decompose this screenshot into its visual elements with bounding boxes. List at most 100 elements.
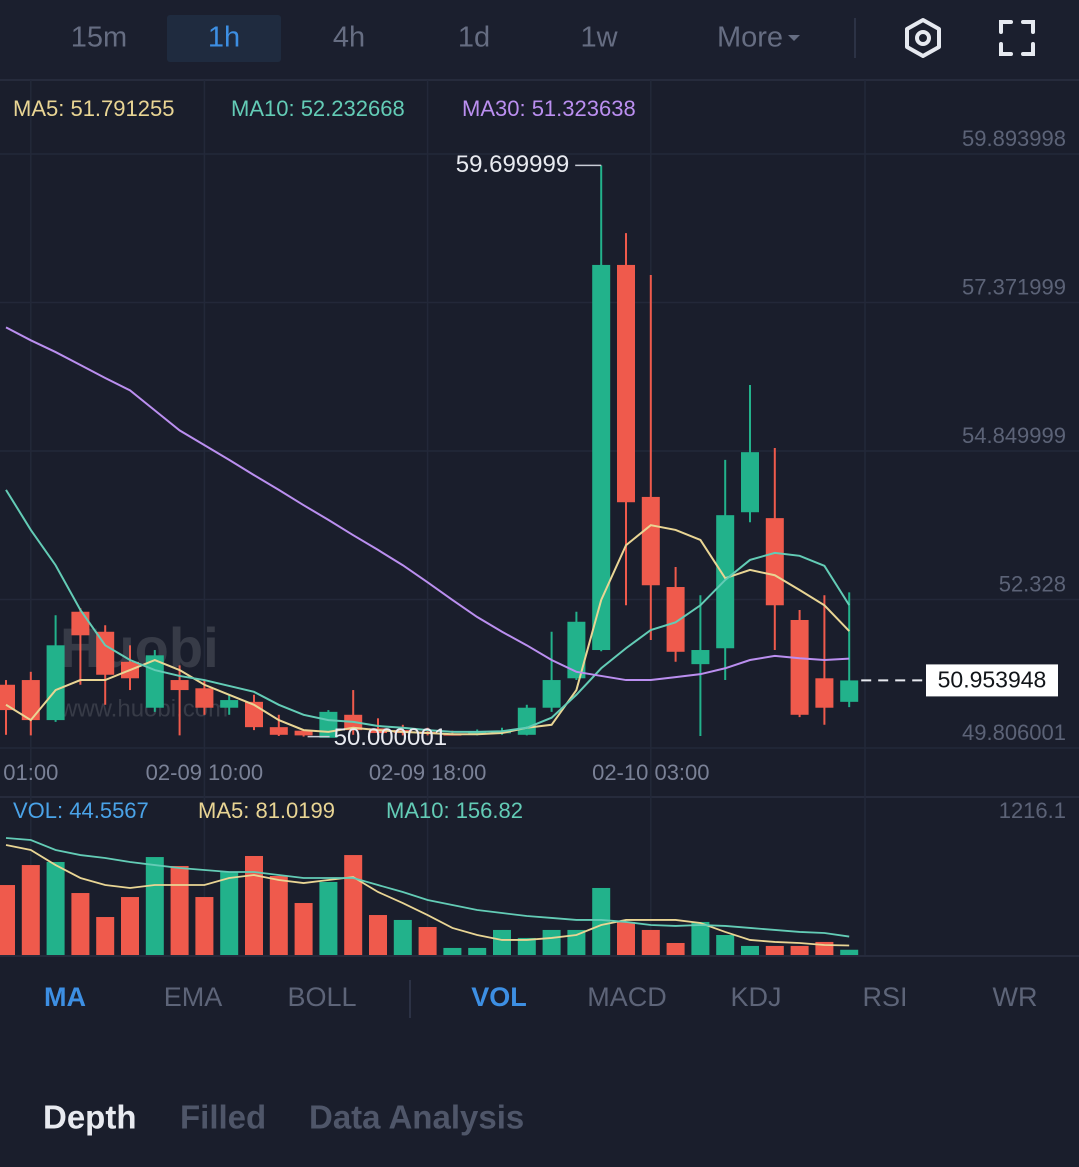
volume-bar — [369, 915, 387, 955]
last-price-label: 50.953948 — [938, 666, 1047, 692]
volume-bar — [220, 871, 239, 955]
legend-entry: MA10: 52.232668 — [231, 96, 405, 121]
candle-body — [741, 452, 759, 513]
volume-bar — [145, 857, 164, 955]
interval-tab[interactable]: 1h — [208, 22, 240, 54]
candle-body — [567, 621, 586, 679]
indicator-tab[interactable]: KDJ — [730, 982, 781, 1012]
volume-bar — [666, 943, 685, 955]
ma-line — [5, 326, 850, 682]
volume-bar — [468, 947, 487, 955]
volume-bar — [592, 887, 611, 955]
candle-body — [840, 680, 859, 702]
x-tick-label: 01:00 — [3, 760, 58, 785]
volume-ma-line — [5, 837, 850, 938]
indicator-tab[interactable]: MACD — [587, 982, 667, 1012]
interval-tab[interactable]: 15m — [71, 22, 127, 54]
volume-bar — [96, 917, 115, 955]
candle-body — [220, 700, 239, 708]
indicator-tab[interactable]: MA — [44, 982, 86, 1012]
volume-bar — [765, 945, 784, 955]
indicator-tab[interactable]: EMA — [164, 982, 223, 1012]
candle-body — [517, 707, 536, 735]
legend-entry: MA30: 51.323638 — [462, 96, 636, 121]
candle-body — [815, 678, 834, 708]
candle-body — [592, 264, 611, 651]
volume-bar — [418, 927, 437, 955]
candle-body — [790, 619, 809, 715]
indicator-tab[interactable]: VOL — [471, 982, 527, 1012]
legend-entry: MA5: 81.0199 — [198, 798, 335, 823]
candle-body — [294, 730, 313, 736]
candle-body — [21, 680, 40, 721]
legend-entry: VOL: 44.5567 — [13, 798, 149, 823]
candle-body — [0, 684, 15, 711]
settings-icon[interactable] — [905, 18, 941, 58]
volume-bar — [617, 921, 635, 955]
interval-tab[interactable]: 1w — [580, 22, 618, 54]
fullscreen-icon[interactable] — [999, 20, 1035, 56]
y-tick-label: 59.893998 — [962, 126, 1066, 151]
volume-bar — [21, 865, 40, 955]
candle-body — [46, 645, 65, 721]
volume-bar — [840, 949, 859, 955]
interval-tab[interactable]: More — [717, 22, 783, 54]
volume-bar — [567, 929, 586, 955]
candle-body — [765, 518, 784, 606]
active-interval-bg — [167, 15, 281, 62]
bottom-tab[interactable]: Filled — [180, 1099, 266, 1136]
volume-bar — [493, 929, 511, 955]
low-label: 50.000001 — [334, 724, 447, 751]
candle-body — [716, 515, 735, 649]
candle-body — [71, 611, 90, 636]
volume-bar — [716, 935, 735, 955]
y-tick-label: 54.849999 — [962, 423, 1066, 448]
ma-line — [5, 524, 850, 736]
legend-entry: MA5: 51.791255 — [13, 96, 174, 121]
bottom-tab[interactable]: Depth — [43, 1099, 137, 1136]
candle-body — [691, 650, 710, 665]
candle-body — [96, 631, 115, 675]
interval-tab[interactable]: 4h — [333, 22, 365, 54]
indicator-tab[interactable]: WR — [993, 982, 1038, 1012]
volume-bar — [245, 855, 263, 955]
candle-body — [617, 264, 635, 503]
candle-body — [269, 727, 288, 735]
high-label: 59.699999 — [456, 151, 569, 178]
volume-bar — [344, 855, 363, 955]
volume-bar — [790, 945, 809, 955]
bottom-tab[interactable]: Data Analysis — [309, 1099, 524, 1136]
volume-bar — [294, 903, 313, 955]
x-tick-label: 02-09 18:00 — [369, 760, 486, 785]
candle-body — [641, 496, 660, 586]
volume-bar — [71, 893, 90, 955]
y-tick-label: 57.371999 — [962, 274, 1066, 299]
volume-bar — [170, 865, 189, 955]
legend-entry: MA10: 156.82 — [386, 798, 523, 823]
dropdown-caret — [788, 35, 800, 41]
volume-bar — [46, 861, 65, 955]
y-tick-label: 1216.1 — [999, 798, 1066, 823]
volume-bar — [195, 897, 214, 955]
volume-bar — [542, 929, 561, 955]
candle-body — [170, 680, 189, 691]
volume-bar — [269, 875, 288, 955]
volume-bar — [517, 937, 536, 955]
x-tick-label: 02-09 10:00 — [146, 760, 263, 785]
volume-bar — [0, 885, 15, 955]
last-price-box — [926, 664, 1058, 697]
y-tick-label: 49.806001 — [962, 720, 1066, 745]
volume-bar — [393, 919, 412, 955]
indicator-tab[interactable]: RSI — [862, 982, 907, 1012]
x-tick-label: 02-10 03:00 — [592, 760, 709, 785]
candle-body — [666, 587, 685, 652]
ma-line — [5, 489, 851, 733]
candle-body — [195, 688, 214, 708]
volume-bar — [691, 921, 710, 955]
indicator-tab[interactable]: BOLL — [287, 982, 356, 1012]
volume-bar — [741, 945, 759, 955]
interval-tab[interactable]: 1d — [458, 22, 490, 54]
